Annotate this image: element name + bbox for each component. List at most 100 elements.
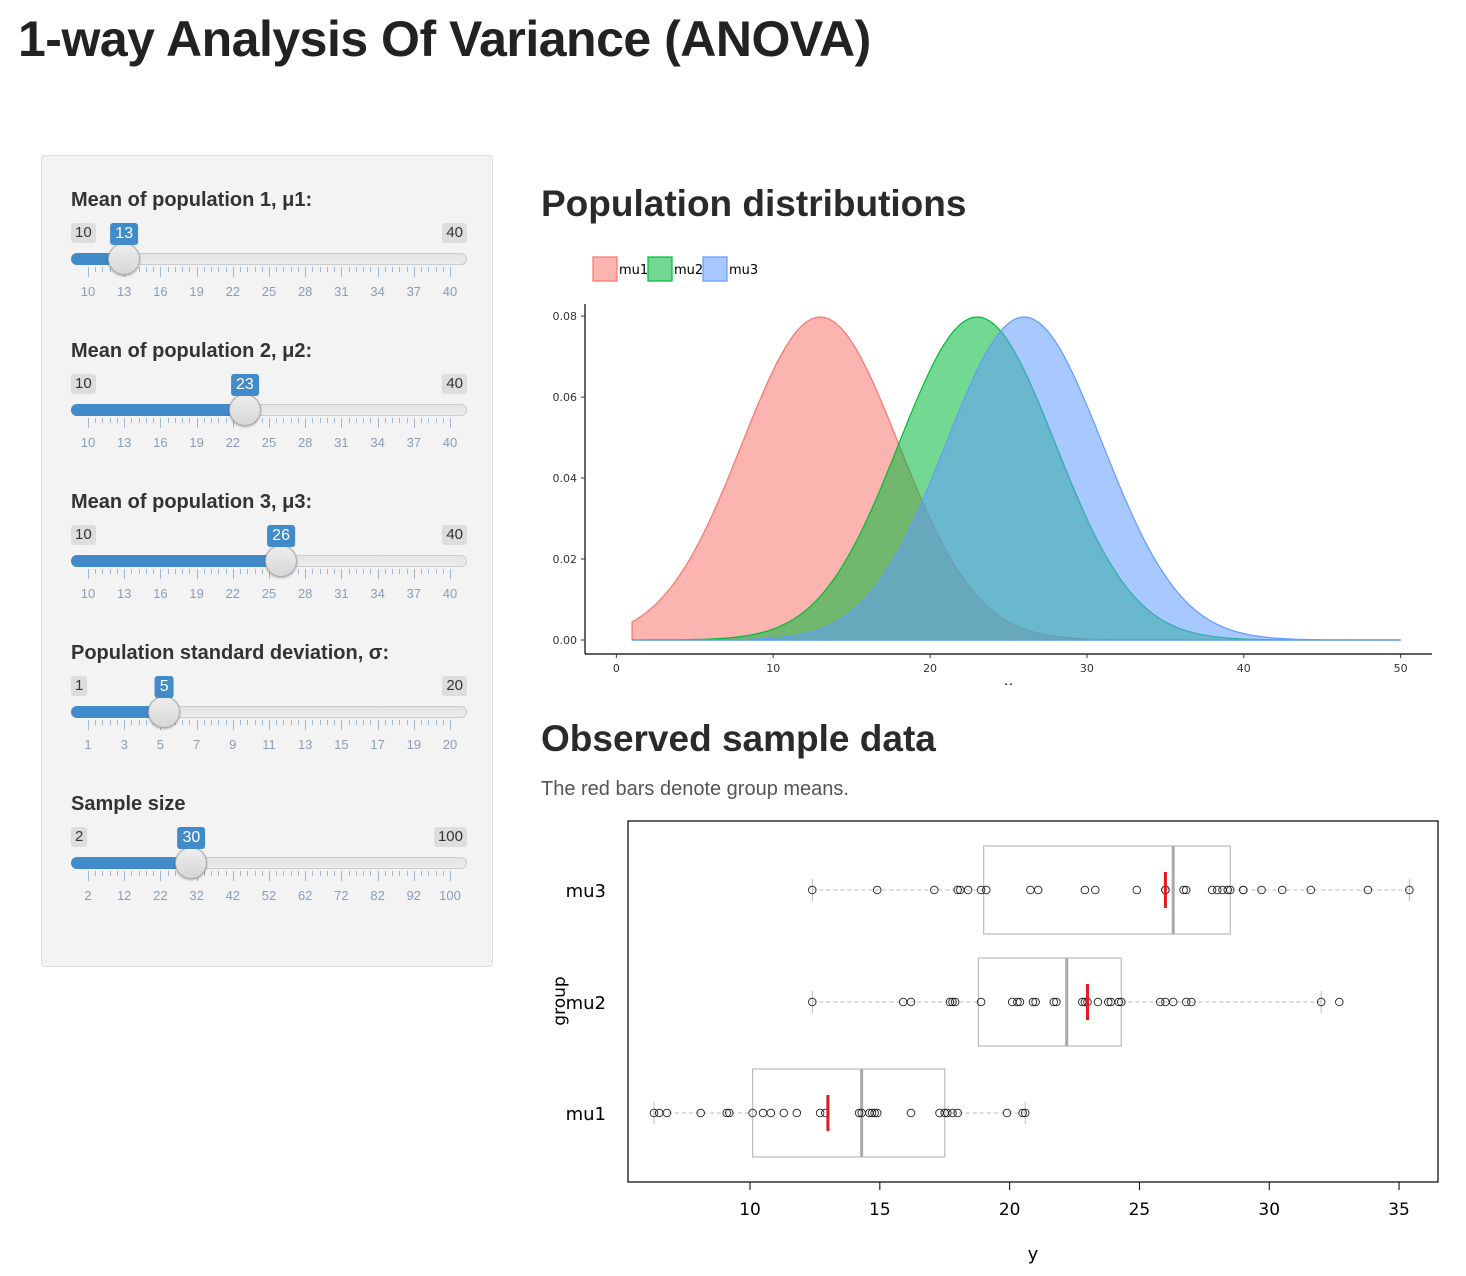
- slider-ticks: [71, 720, 467, 734]
- x-tick-label: 50: [1394, 662, 1408, 675]
- slider-tick: [319, 267, 321, 272]
- legend-key-mu2: [647, 256, 673, 282]
- slider-handle[interactable]: [228, 394, 261, 426]
- data-point: [906, 997, 916, 1007]
- slider-fill: [71, 706, 165, 718]
- slider-tick: [312, 267, 314, 272]
- slider-tick: [95, 871, 97, 876]
- slider-tick: [88, 418, 89, 428]
- data-point: [725, 1108, 734, 1118]
- slider-tick: [225, 871, 227, 876]
- data-point: [1213, 885, 1222, 895]
- slider-tick: [131, 871, 133, 876]
- slider-handle[interactable]: [148, 696, 181, 728]
- data-point: [945, 997, 955, 1007]
- data-point: [1015, 997, 1025, 1007]
- slider-tick-label: 31: [334, 284, 349, 299]
- slider-tick: [297, 720, 299, 725]
- x-tick-label: 35: [1388, 1200, 1410, 1220]
- slider-tick: [124, 720, 126, 730]
- slider-min-badge: 10: [71, 223, 96, 243]
- slider-tick: [283, 720, 285, 725]
- slider-tick: [276, 871, 278, 876]
- slider-tick: [399, 418, 401, 423]
- slider-tick-label: 32: [189, 888, 204, 903]
- slider-tick: [182, 418, 184, 423]
- data-point: [953, 1108, 962, 1118]
- group-label: mu2: [566, 993, 606, 1014]
- slider-n[interactable]: Sample size 2 100 2 12 22 32 42 52 62 72 82 92 100 30: [71, 793, 467, 913]
- slider-tick-label: 13: [297, 737, 313, 752]
- slider-tick: [428, 418, 430, 423]
- data-point: [872, 885, 882, 895]
- slider-tick-label: 19: [189, 284, 204, 299]
- slider-tick: [95, 418, 97, 423]
- slider-tick: [153, 267, 155, 272]
- slider-tick: [261, 871, 263, 876]
- slider-tick: [341, 720, 343, 730]
- data-point: [1226, 885, 1235, 895]
- slider-tick: [196, 720, 198, 730]
- slider-tick-label: 22: [225, 586, 241, 601]
- slider-handle[interactable]: [175, 847, 208, 879]
- slider-tick: [211, 720, 213, 725]
- data-point: [1033, 885, 1043, 895]
- slider-tick: [406, 569, 408, 574]
- slider-tick-label: 16: [153, 284, 168, 299]
- slider-tick: [341, 418, 343, 428]
- slider-tick: [319, 871, 321, 876]
- sidebar-panel: Mean of population 1, μ1: 10 40 10 13 16 19 22 2…: [41, 155, 493, 967]
- slider-tick-label: 2: [84, 888, 92, 903]
- population-distribution-chart: 0.00 0.02 0.04 0.06 0.08 0 10 20 30 40 50 x mu1 mu2 mu…: [553, 256, 1432, 685]
- slider-tick: [297, 267, 299, 272]
- slider-tick: [450, 418, 451, 428]
- slider-tick: [189, 418, 191, 423]
- slider-tick: [182, 569, 184, 574]
- slider-tick-label: 25: [261, 435, 277, 450]
- slider-tick: [218, 418, 220, 423]
- observed-heading: Observed sample data: [541, 718, 936, 759]
- slider-mu2[interactable]: Mean of population 2, μ2: 10 40 10 13 16 19 22 2…: [71, 340, 467, 460]
- slider-tick-label: 19: [406, 737, 422, 752]
- slider-fill: [71, 404, 245, 416]
- slider-tick: [384, 267, 386, 272]
- slider-tick: [442, 871, 444, 876]
- legend-label-mu1: mu1: [619, 263, 648, 278]
- slider-tick: [442, 267, 444, 272]
- data-point: [1277, 885, 1287, 895]
- slider-tick-label: 34: [370, 284, 385, 299]
- slider-mu3[interactable]: Mean of population 3, μ3: 10 40 10 13 16 19 22 2…: [71, 491, 467, 611]
- slider-tick: [203, 569, 205, 574]
- slider-label: Population standard deviation, σ:: [71, 642, 390, 664]
- slider-tick: [174, 871, 176, 876]
- slider-tick: [95, 267, 97, 272]
- data-point: [1026, 885, 1035, 895]
- slider-tick: [392, 720, 394, 725]
- slider-tick-label: 40: [442, 586, 458, 601]
- slider-tick: [326, 267, 328, 272]
- slider-tick: [334, 267, 336, 272]
- slider-ticks: [71, 418, 467, 432]
- data-point: [1405, 885, 1414, 895]
- slider-tick: [153, 418, 155, 423]
- slider-tick: [377, 871, 379, 881]
- data-point: [758, 1108, 768, 1118]
- slider-tick: [450, 569, 451, 579]
- slider-handle[interactable]: [265, 545, 298, 577]
- slider-tick: [88, 569, 89, 579]
- slider-tick: [334, 418, 336, 423]
- slider-tick-label: 92: [406, 888, 422, 903]
- slider-tick: [218, 267, 220, 272]
- slider-tick: [254, 267, 256, 272]
- data-point: [1181, 997, 1191, 1007]
- slider-tick: [225, 720, 227, 725]
- slider-tick: [174, 569, 176, 574]
- slider-sigma[interactable]: Population standard deviation, σ: 1 20 1 3 5 7…: [71, 642, 467, 762]
- slider-tick: [124, 871, 126, 881]
- slider-tick: [384, 720, 386, 725]
- slider-handle[interactable]: [108, 243, 141, 275]
- data-point: [1257, 885, 1266, 895]
- slider-tick: [102, 720, 104, 725]
- slider-tick: [305, 871, 307, 881]
- slider-mu1[interactable]: Mean of population 1, μ1: 10 40 10 13 16 19 22 2…: [71, 189, 467, 309]
